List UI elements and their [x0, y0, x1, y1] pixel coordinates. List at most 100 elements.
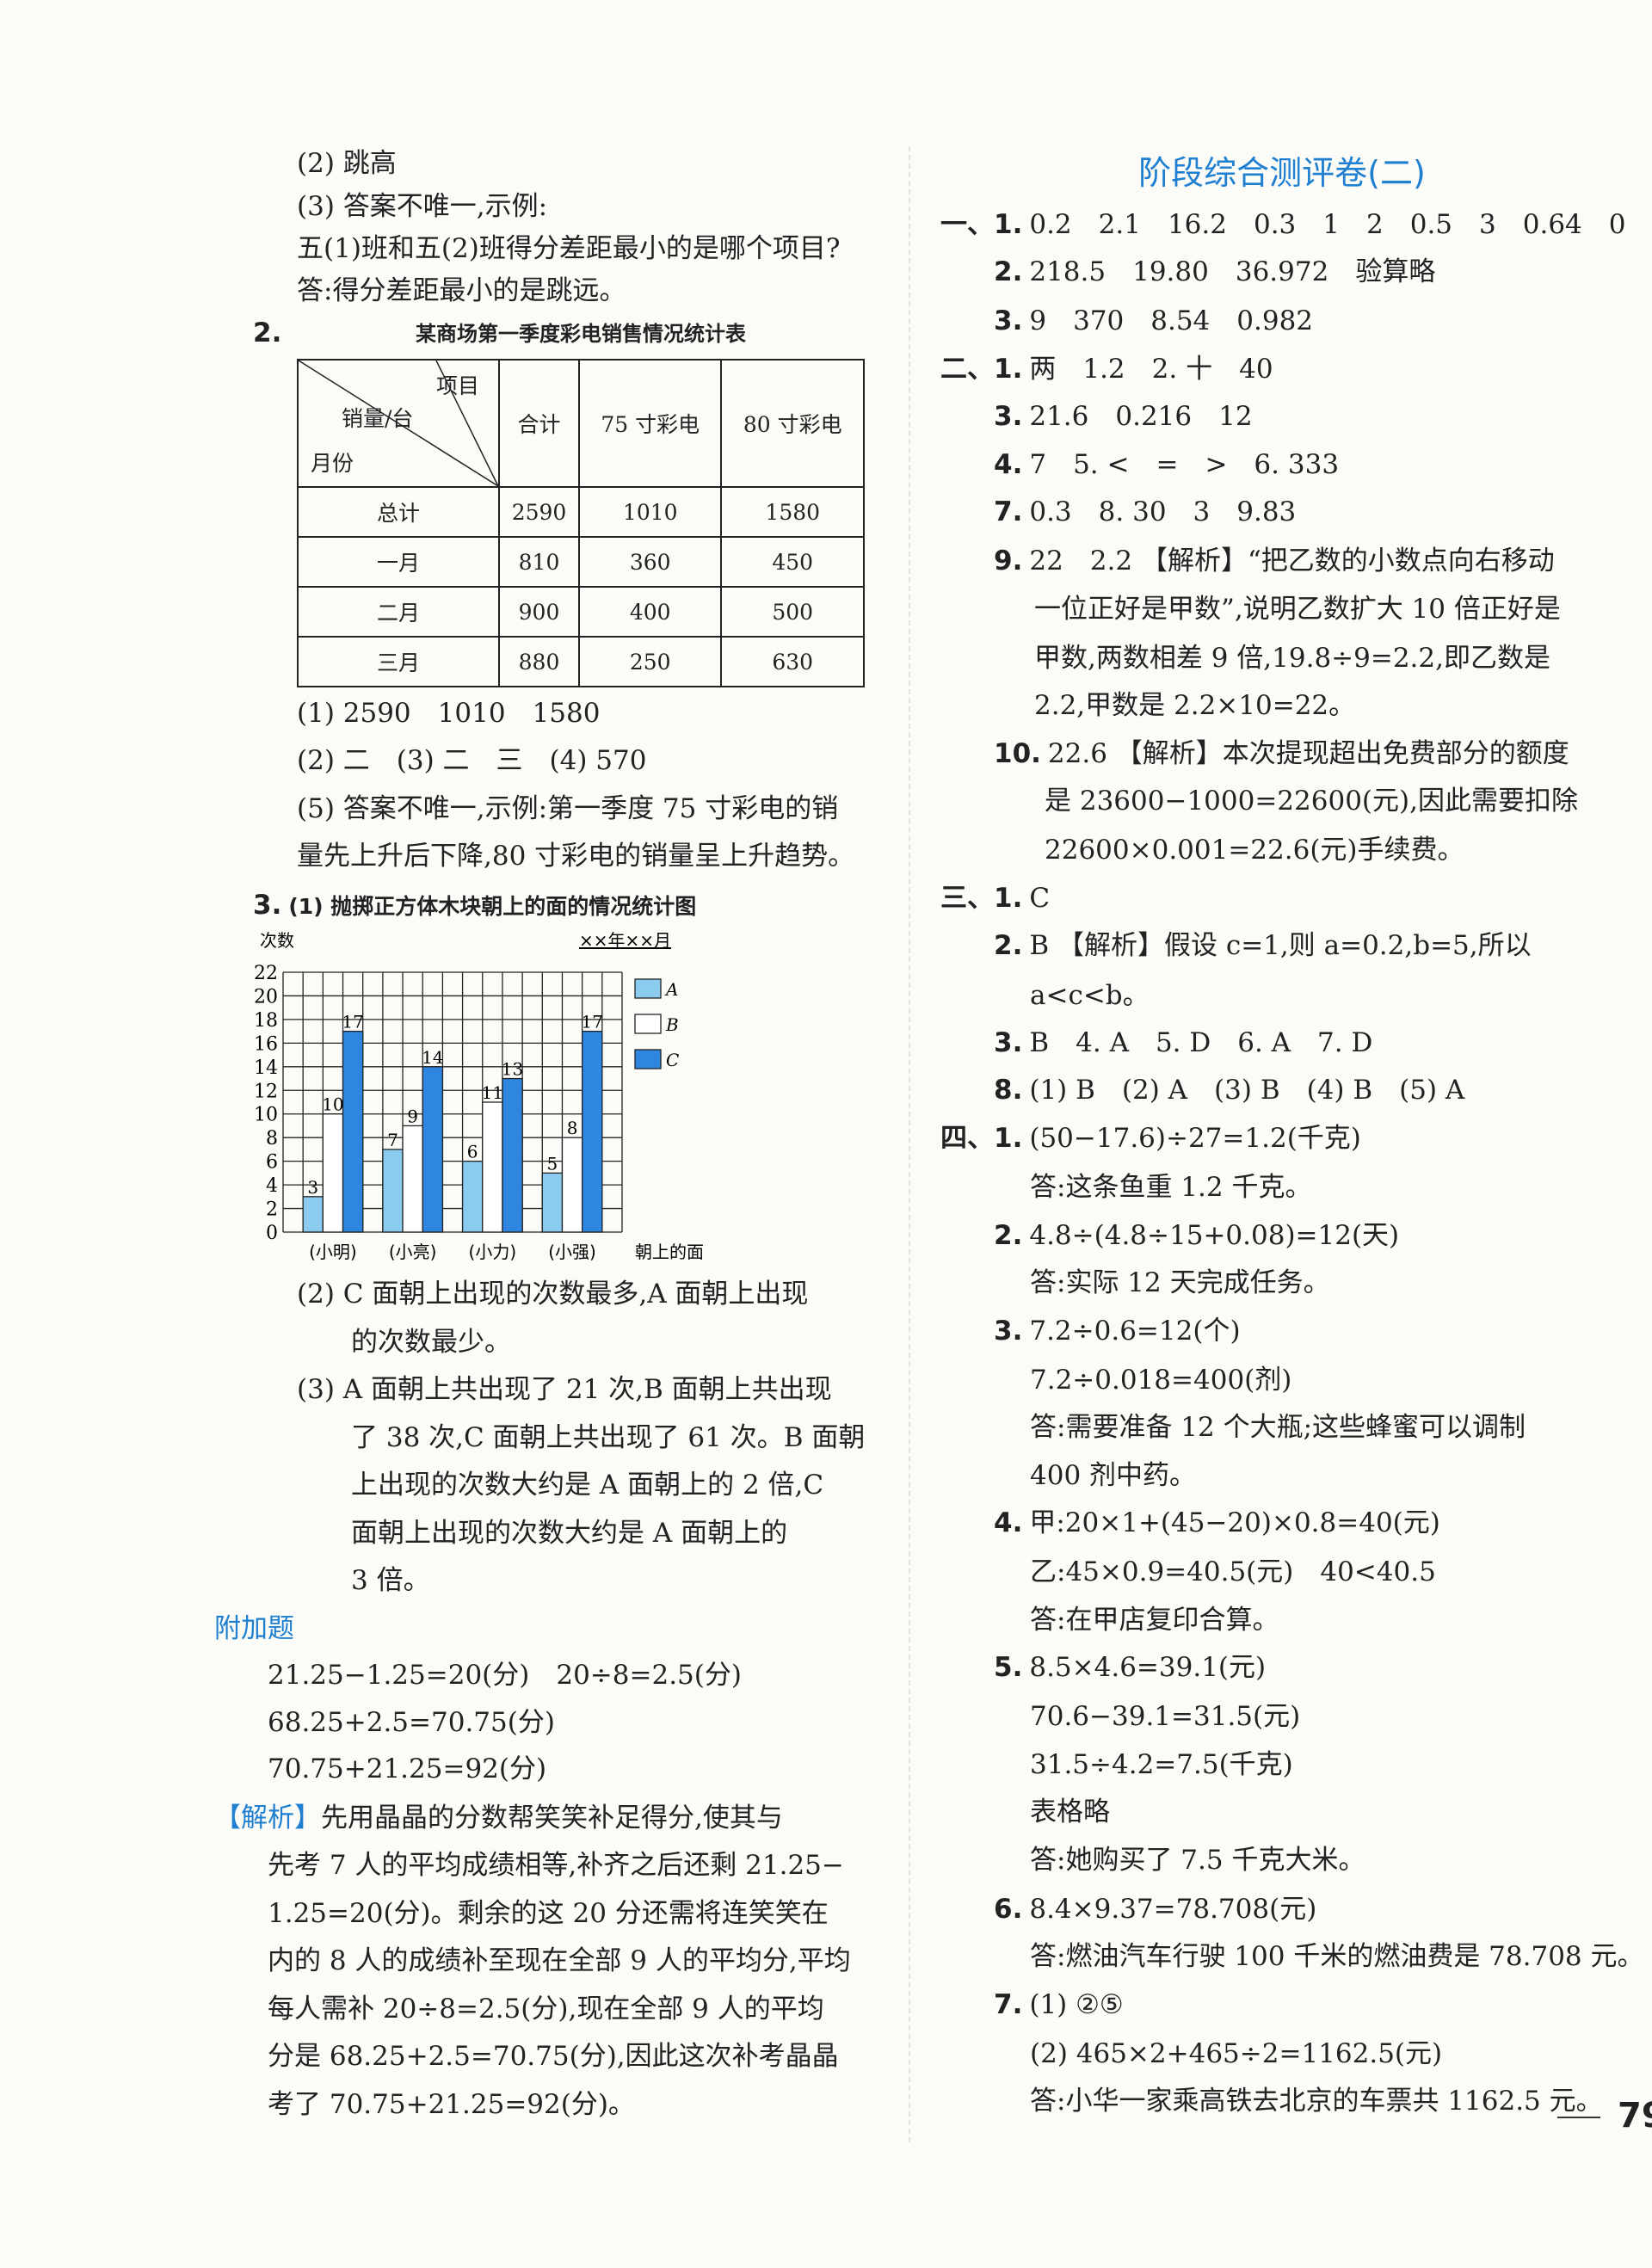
- data-label: 9: [407, 1106, 418, 1126]
- answer-text: 68.25+2.5=70.75(分): [268, 1707, 555, 1738]
- bar-B: [482, 1101, 503, 1233]
- answer-line: (2) 跳高: [297, 145, 397, 182]
- answer-text: a<c<b。: [1030, 980, 1150, 1011]
- answer-text: (2) C 面朝上出现的次数最多,A 面朝上出现: [297, 1279, 809, 1310]
- table-corner-cell: 项目 销量/台 月份: [297, 359, 500, 488]
- answer-line: 答:在甲店复印合算。: [1030, 1601, 1279, 1639]
- item-number: 3.: [994, 1027, 1023, 1058]
- answer-line: 7. 0.3 8. 30 3 9.83: [994, 493, 1296, 531]
- item-number: 10.: [994, 738, 1041, 769]
- answer-line: 3. 7.2÷0.6=12(个): [994, 1312, 1241, 1350]
- y-tick-label: 4: [266, 1175, 278, 1197]
- bar-C: [342, 1030, 364, 1233]
- answer-line: 2.2,甲数是 2.2×10=22。: [1034, 687, 1355, 724]
- answer-text: 22600×0.001=22.6(元)手续费。: [1045, 835, 1464, 866]
- answer-text: 先考 7 人的平均成绩相等,补齐之后还剩 21.25−: [268, 1850, 844, 1881]
- answer-line: 2. 4.8÷(4.8÷15+0.08)=12(天): [994, 1217, 1399, 1254]
- answer-line: 答:燃油汽车行驶 100 千米的燃油费是 78.708 元。: [1030, 1938, 1644, 1975]
- answer-text: 答:她购买了 7.5 千克大米。: [1030, 1845, 1365, 1876]
- answer-line: 量先上升后下降,80 寸彩电的销量呈上升趋势。: [297, 837, 854, 875]
- answer-line: 乙:45×0.9=40.5(元) 40<40.5: [1030, 1553, 1436, 1591]
- answer-line: 答:小华一家乘高铁去北京的车票共 1162.5 元。: [1030, 2082, 1603, 2120]
- y-tick-label: 22: [254, 963, 278, 984]
- answer-text: 218.5 19.80 36.972 验算略: [1029, 256, 1436, 287]
- answer-text: 9 370 8.54 0.982: [1029, 305, 1314, 336]
- legend-swatch-C: [634, 1049, 662, 1069]
- answer-text: B 4. A 5. D 6. A 7. D: [1029, 1027, 1373, 1058]
- item-number: 3.: [994, 401, 1023, 432]
- y-tick-label: 0: [266, 1223, 278, 1244]
- answer-line: 答:这条鱼重 1.2 千克。: [1030, 1168, 1311, 1206]
- answer-text: 了 38 次,C 面朝上共出现了 61 次。B 面朝: [351, 1422, 866, 1453]
- data-label: 11: [482, 1082, 503, 1103]
- y-tick-label: 16: [254, 1033, 278, 1055]
- answer-text: 答:得分差距最小的是跳远。: [297, 275, 626, 306]
- answer-text: 22 2.2 【解析】“把乙数的小数点向右移动: [1029, 545, 1555, 576]
- answer-text: 70.6−39.1=31.5(元): [1030, 1701, 1301, 1732]
- answer-text: 甲数,两数相差 9 倍,19.8÷9=2.2,即乙数是: [1034, 643, 1550, 674]
- answer-line: 2. 218.5 19.80 36.972 验算略: [994, 253, 1435, 291]
- answer-line: 分是 68.25+2.5=70.75(分),因此这次补考晶晶: [268, 2037, 839, 2075]
- answer-line: 答:得分差距最小的是跳远。: [297, 272, 626, 310]
- answer-text: 量先上升后下降,80 寸彩电的销量呈上升趋势。: [297, 841, 855, 872]
- answer-line: (2) 465×2+465÷2=1162.5(元): [1030, 2035, 1442, 2073]
- data-label: 7: [387, 1130, 398, 1150]
- answer-text: 答:小华一家乘高铁去北京的车票共 1162.5 元。: [1030, 2086, 1603, 2117]
- answer-text: 21.25−1.25=20(分) 20÷8=2.5(分): [268, 1660, 742, 1691]
- table-row: 二月 900 400 500: [297, 586, 865, 638]
- answer-line: 1.25=20(分)。剩余的这 20 分还需将连笑笑在: [268, 1895, 829, 1932]
- answer-text: B 【解析】假设 c=1,则 a=0.2,b=5,所以: [1029, 930, 1532, 961]
- data-label: 3: [307, 1177, 318, 1198]
- data-label: 13: [502, 1059, 523, 1080]
- column-header: 75 寸彩电: [577, 359, 723, 488]
- answer-text: 甲:20×1+(45−20)×0.8=40(元): [1029, 1507, 1440, 1538]
- answer-line: 四、1. (50−17.6)÷27=1.2(千克): [940, 1119, 1361, 1157]
- answer-text: 考了 70.75+21.25=92(分)。: [268, 2089, 635, 2120]
- answer-line: 了 38 次,C 面朝上共出现了 61 次。B 面朝: [351, 1419, 865, 1457]
- legend-label: C: [666, 1050, 679, 1070]
- column-header: 合计: [498, 359, 580, 488]
- item-number: 三、1.: [940, 883, 1023, 914]
- bar-C: [422, 1066, 444, 1233]
- answer-line: 10. 22.6 【解析】本次提现超出免费部分的额度: [994, 735, 1569, 773]
- answer-line: 70.75+21.25=92(分): [268, 1750, 546, 1788]
- answer-line: 3. 9 370 8.54 0.982: [994, 302, 1313, 340]
- answer-line: 5. 8.5×4.6=39.1(元): [994, 1649, 1266, 1686]
- item-number: 2.: [994, 1220, 1023, 1251]
- y-tick-label: 6: [266, 1152, 278, 1174]
- answer-line: 6. 8.4×9.37=78.708(元): [994, 1890, 1316, 1928]
- answer-text: 每人需补 20÷8=2.5(分),现在全部 9 人的平均: [268, 1994, 824, 2025]
- answer-line: 9. 22 2.2 【解析】“把乙数的小数点向右移动: [994, 542, 1555, 580]
- answer-text: 先用晶晶的分数帮笑笑补足得分,使其与: [321, 1803, 783, 1834]
- legend-label: B: [665, 1014, 679, 1035]
- answer-line: 甲数,两数相差 9 倍,19.8÷9=2.2,即乙数是: [1034, 639, 1550, 677]
- answer-text: 上出现的次数大约是 A 面朝上的 2 倍,C: [351, 1470, 824, 1501]
- item-number: 四、1.: [940, 1123, 1023, 1154]
- page-number: 79: [1618, 2096, 1652, 2135]
- answer-line: 是 23600−1000=22600(元),因此需要扣除: [1045, 782, 1578, 820]
- answer-text: (3) 答案不唯一,示例:: [297, 191, 548, 222]
- answer-line: 7.2÷0.018=400(剂): [1030, 1361, 1291, 1399]
- answer-text: 答:燃油汽车行驶 100 千米的燃油费是 78.708 元。: [1030, 1941, 1644, 1972]
- answer-line: 3 倍。: [351, 1562, 430, 1599]
- item-number: 【解析】: [214, 1803, 321, 1834]
- item-number: 4.: [994, 449, 1023, 480]
- item-number: 7.: [994, 1989, 1023, 2020]
- item-number: 一、1.: [940, 209, 1023, 240]
- bar-C: [502, 1077, 523, 1233]
- answer-line: 每人需补 20÷8=2.5(分),现在全部 9 人的平均: [268, 1990, 824, 2028]
- answer-line: 2.: [253, 314, 288, 352]
- answer-line: 400 剂中药。: [1030, 1457, 1196, 1495]
- answer-line: (3) 答案不唯一,示例:: [297, 188, 547, 225]
- answer-line: 上出现的次数大约是 A 面朝上的 2 倍,C: [351, 1466, 823, 1504]
- answer-text: (2) 465×2+465÷2=1162.5(元): [1030, 2038, 1443, 2069]
- answer-text: (1) B (2) A (3) B (4) B (5) A: [1029, 1075, 1465, 1106]
- data-label: 8: [567, 1118, 578, 1138]
- answer-line: 答:实际 12 天完成任务。: [1030, 1264, 1330, 1302]
- answer-text: 表格略: [1030, 1797, 1110, 1827]
- y-tick-label: 12: [254, 1081, 278, 1102]
- answer-text: 7 5. < = > 6. 333: [1029, 449, 1340, 480]
- answer-text: 4.8÷(4.8÷15+0.08)=12(天): [1029, 1220, 1400, 1251]
- item-number: 2.: [253, 317, 282, 348]
